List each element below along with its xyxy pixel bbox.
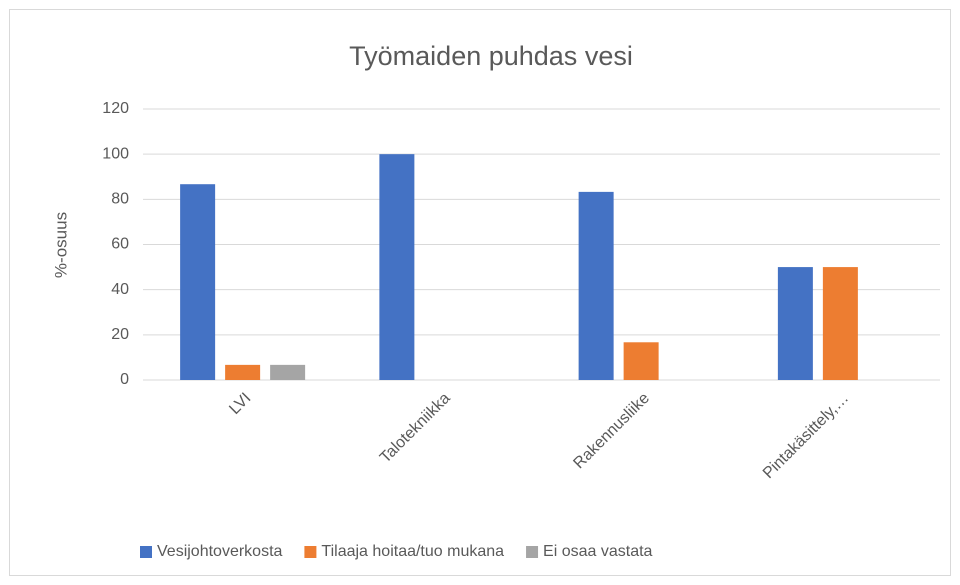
legend-label: Ei osaa vastata <box>543 543 653 560</box>
bar <box>777 267 813 380</box>
bar <box>225 364 261 380</box>
bar <box>822 267 858 380</box>
y-tick-label: 20 <box>111 326 129 343</box>
bar <box>180 184 216 380</box>
y-tick-label: 0 <box>120 371 129 388</box>
y-axis-label: %-osuus <box>51 212 70 278</box>
bar <box>270 364 306 380</box>
legend-swatch <box>526 546 539 558</box>
y-tick-label: 80 <box>111 191 129 208</box>
y-tick-label: 100 <box>102 145 129 162</box>
y-tick-label: 120 <box>102 100 129 117</box>
bar <box>379 154 415 380</box>
legend-swatch <box>140 546 152 558</box>
legend-label: Vesijohtoverkosta <box>157 543 283 560</box>
legend-label: Tilaaja hoitaa/tuo mukana <box>321 543 504 560</box>
chart-title: Työmaiden puhdas vesi <box>349 41 633 71</box>
legend-swatch <box>304 546 317 558</box>
bar <box>578 191 614 380</box>
y-tick-label: 40 <box>111 281 129 298</box>
bar <box>623 342 659 380</box>
y-tick-label: 60 <box>111 236 129 253</box>
